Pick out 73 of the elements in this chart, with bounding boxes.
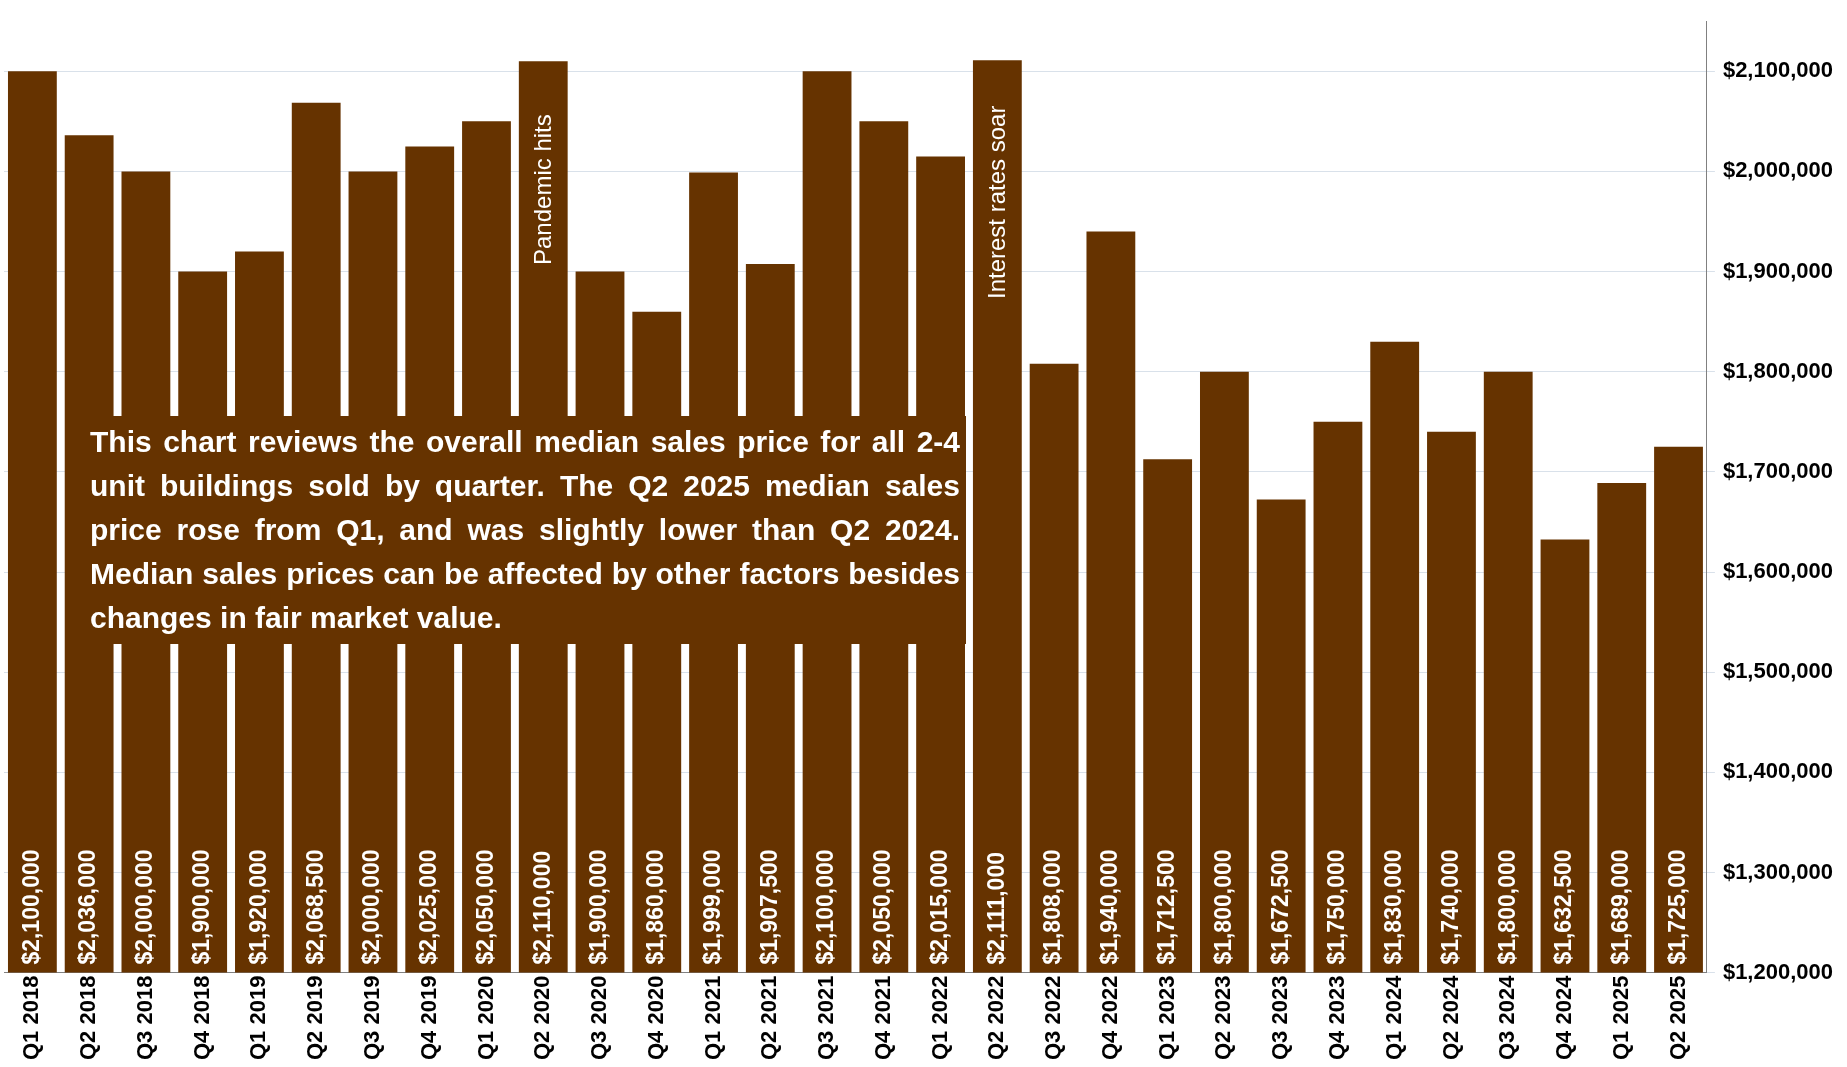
x-tick-label: Q1 2020 bbox=[472, 975, 498, 1060]
data-label: $2,050,000 bbox=[869, 849, 896, 965]
x-tick-label: Q3 2024 bbox=[1494, 974, 1520, 1060]
x-tick-label: Q2 2025 bbox=[1664, 975, 1690, 1060]
data-label: $1,830,000 bbox=[1380, 849, 1407, 965]
annotation: Interest rates soar bbox=[983, 105, 1011, 299]
y-tick-label: $1,800,000 bbox=[1722, 357, 1833, 383]
x-tick-label: Q2 2019 bbox=[302, 975, 328, 1060]
data-label: $1,740,000 bbox=[1436, 849, 1463, 965]
y-tick-label: $2,000,000 bbox=[1722, 157, 1833, 183]
data-label: $1,940,000 bbox=[1096, 849, 1123, 965]
x-tick-label: Q2 2021 bbox=[756, 975, 782, 1060]
data-label: $1,689,000 bbox=[1607, 849, 1634, 965]
x-tick-label: Q4 2020 bbox=[642, 975, 668, 1060]
y-tick-label: $1,300,000 bbox=[1722, 858, 1833, 884]
data-label: $1,750,000 bbox=[1323, 849, 1350, 965]
data-label: $1,900,000 bbox=[585, 849, 612, 965]
x-tick-label: Q4 2021 bbox=[869, 975, 895, 1060]
x-tick-label: Q3 2021 bbox=[813, 975, 839, 1060]
x-tick-label: Q3 2019 bbox=[359, 975, 385, 1060]
data-label: $1,900,000 bbox=[188, 849, 215, 965]
data-label: $1,999,000 bbox=[698, 849, 725, 965]
data-label: $1,907,500 bbox=[755, 849, 782, 965]
data-label: $1,672,500 bbox=[1266, 849, 1293, 965]
data-label: $2,100,000 bbox=[812, 849, 839, 965]
x-tick-label: Q2 2018 bbox=[75, 975, 101, 1060]
x-tick-label: Q4 2019 bbox=[415, 975, 441, 1060]
x-tick-label: Q1 2025 bbox=[1607, 975, 1633, 1060]
data-label: $2,000,000 bbox=[131, 849, 158, 965]
y-tick-label: $1,200,000 bbox=[1722, 958, 1833, 984]
data-label: $1,808,000 bbox=[1039, 849, 1066, 965]
data-label: $2,111,000 bbox=[982, 852, 1009, 965]
data-label: $1,860,000 bbox=[642, 849, 669, 965]
x-tick-label: Q1 2022 bbox=[926, 975, 952, 1060]
data-label: $2,068,500 bbox=[301, 849, 328, 965]
x-tick-label: Q3 2020 bbox=[586, 975, 612, 1060]
x-tick-label: Q4 2024 bbox=[1551, 974, 1577, 1060]
x-tick-label: Q3 2018 bbox=[131, 975, 157, 1060]
x-tick-label: Q1 2024 bbox=[1380, 974, 1406, 1060]
data-label: $2,015,000 bbox=[925, 849, 952, 965]
data-label: $2,100,000 bbox=[17, 849, 44, 965]
y-tick-label: $1,500,000 bbox=[1722, 658, 1833, 684]
y-tick-label: $2,100,000 bbox=[1722, 57, 1833, 83]
y-tick-label: $1,600,000 bbox=[1722, 558, 1833, 584]
annotation: Pandemic hits bbox=[529, 114, 557, 265]
x-tick-label: Q3 2023 bbox=[1267, 975, 1293, 1060]
x-tick-label: Q4 2023 bbox=[1323, 975, 1349, 1060]
data-label: $2,036,000 bbox=[74, 849, 101, 965]
x-tick-label: Q2 2020 bbox=[529, 975, 555, 1060]
data-label: $1,632,500 bbox=[1550, 849, 1577, 965]
x-tick-label: Q2 2022 bbox=[983, 975, 1009, 1060]
data-label: $1,800,000 bbox=[1209, 849, 1236, 965]
data-label: $1,725,000 bbox=[1663, 849, 1690, 965]
y-tick-label: $1,900,000 bbox=[1722, 257, 1833, 283]
data-label: $1,800,000 bbox=[1493, 849, 1520, 965]
data-label: $2,000,000 bbox=[358, 849, 385, 965]
x-tick-label: Q4 2018 bbox=[188, 975, 214, 1060]
x-tick-label: Q2 2023 bbox=[1210, 975, 1236, 1060]
annotation: This chart reviews the overall median sales price for all 2-4 unit buildings sold by quarter. The Q2 2025 median sales price rose from Q1, and was slightly lower than Q2 2024. Median sales prices can be affected by other factors besides changes in fair market value. bbox=[84, 416, 966, 644]
x-tick-label: Q3 2022 bbox=[1040, 975, 1066, 1060]
x-tick-label: Q1 2019 bbox=[245, 975, 271, 1060]
x-tick-label: Q2 2024 bbox=[1437, 974, 1463, 1060]
x-tick-label: Q4 2022 bbox=[1096, 975, 1122, 1060]
y-tick-label: $1,400,000 bbox=[1722, 758, 1833, 784]
data-label: $2,025,000 bbox=[415, 849, 442, 965]
data-label: $1,920,000 bbox=[244, 849, 271, 965]
data-label: $2,050,000 bbox=[471, 849, 498, 965]
x-tick-label: Q1 2018 bbox=[18, 975, 44, 1060]
y-tick-label: $1,700,000 bbox=[1722, 457, 1833, 483]
x-tick-label: Q1 2021 bbox=[699, 975, 725, 1060]
data-label: $1,712,500 bbox=[1152, 849, 1179, 965]
x-tick-label: Q1 2023 bbox=[1153, 975, 1179, 1060]
data-label: $2,110,000 bbox=[528, 850, 555, 965]
